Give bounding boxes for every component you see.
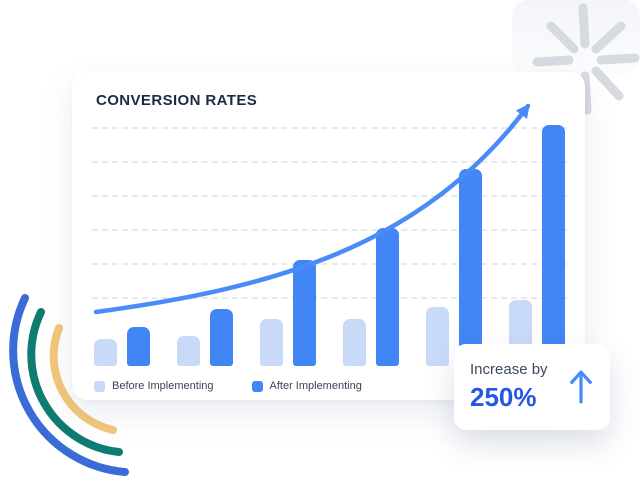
badge-value: 250% (470, 382, 537, 412)
up-arrow-icon (570, 370, 592, 404)
arcs-icon (9, 294, 129, 476)
badge-text: Increase by 250% (470, 361, 548, 413)
chart-card: CONVERSION RATES Before Implementing A (72, 72, 585, 400)
bar-group (509, 120, 565, 366)
legend-item-after: After Implementing (251, 380, 362, 392)
bar-after (293, 260, 316, 366)
chart-plot-area (92, 103, 567, 366)
bar-before (260, 319, 283, 366)
bar-after (127, 326, 150, 366)
starburst-icon (532, 3, 640, 115)
legend-swatch-after-icon (251, 380, 263, 392)
bar-after (376, 228, 399, 366)
chart-legend: Before Implementing After Implementing (94, 380, 362, 392)
bar-group (260, 120, 316, 366)
bar-before (426, 306, 449, 366)
chart-title: CONVERSION RATES (96, 92, 258, 109)
bar-group (177, 120, 233, 366)
increase-badge: Increase by 250% (454, 344, 610, 430)
bar-group (343, 120, 399, 366)
bar-after (210, 309, 233, 366)
legend-label-after: After Implementing (269, 380, 362, 392)
bar-before (94, 338, 117, 366)
bar-group (94, 120, 150, 366)
badge-label: Increase by (470, 361, 548, 378)
bar-before (343, 319, 366, 366)
bar-group (426, 120, 482, 366)
bar-before (177, 336, 200, 366)
legend-label-before: Before Implementing (112, 380, 214, 392)
legend-swatch-before-icon (94, 380, 105, 392)
bar-after (459, 169, 482, 366)
bar-groups (92, 120, 567, 366)
legend-item-before: Before Implementing (94, 380, 214, 392)
bar-after (542, 124, 565, 366)
